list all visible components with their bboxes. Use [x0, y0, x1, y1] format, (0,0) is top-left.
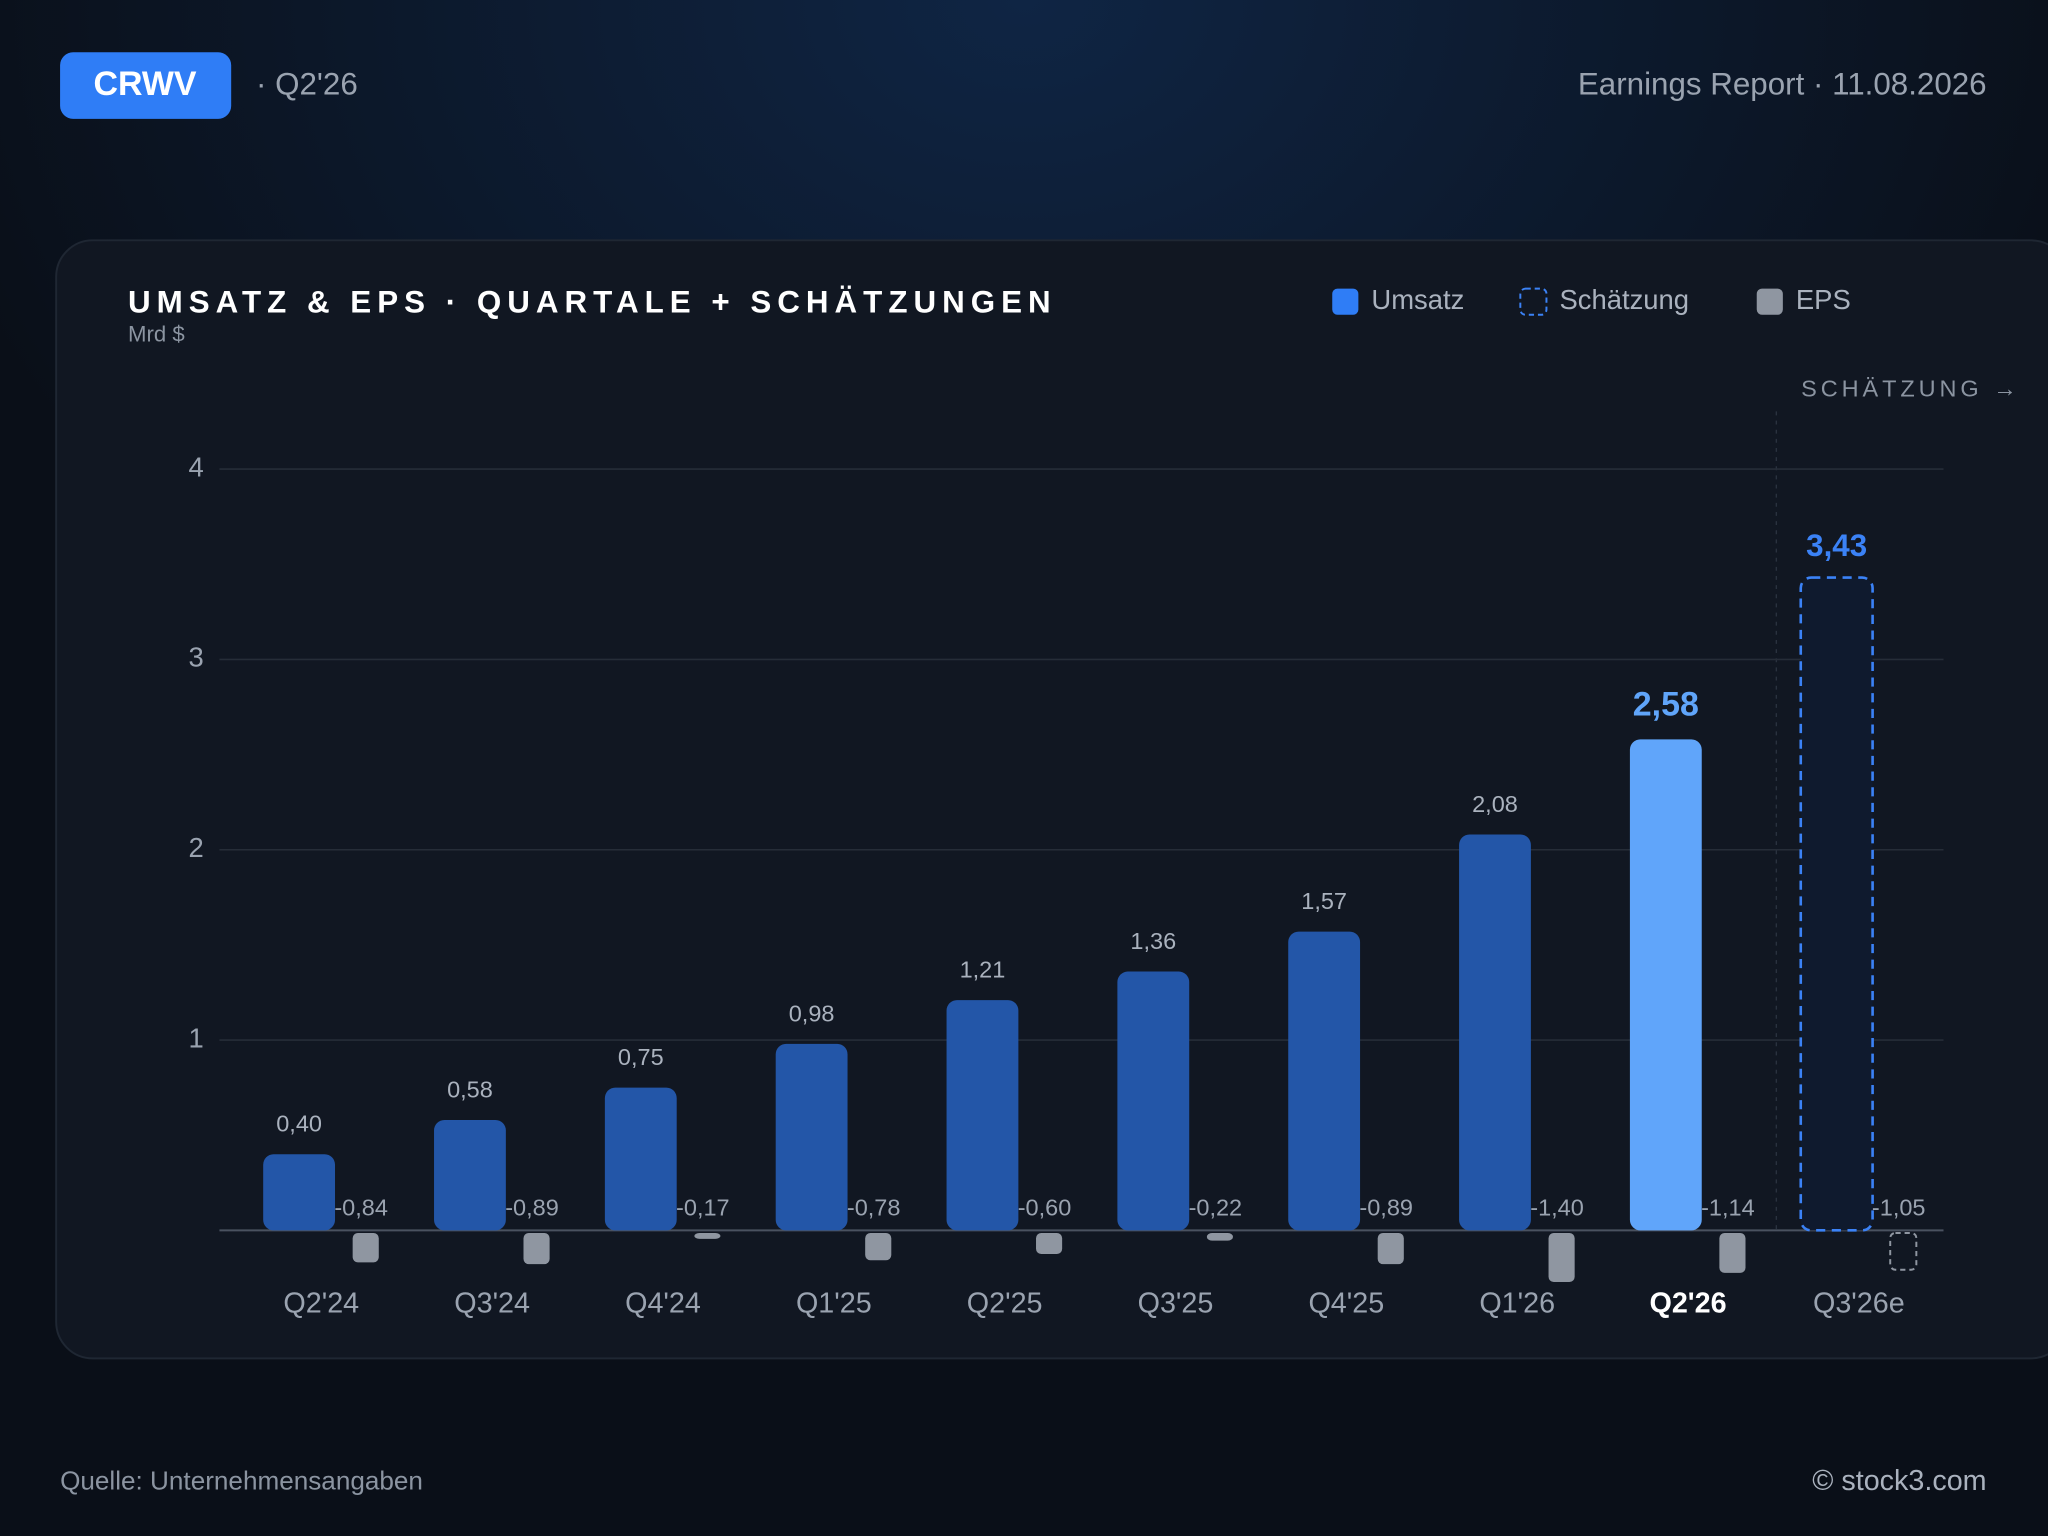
chart-title: UMSATZ & EPS · QUARTALE + SCHÄTZUNGEN: [128, 285, 1057, 320]
x-tick-label: Q3'24: [454, 1287, 530, 1319]
chart-unit: Mrd $: [128, 322, 185, 347]
legend-label: EPS: [1796, 284, 1851, 315]
eps-value-label: -0,84: [334, 1195, 388, 1221]
revenue-bar: [1117, 971, 1190, 1231]
x-tick-label: Q2'24: [283, 1287, 359, 1319]
eps-value-label: -1,40: [1530, 1195, 1584, 1221]
estimate-value-label: 3,43: [1806, 528, 1867, 563]
x-tick-label: Q2'26: [1649, 1287, 1726, 1319]
y-tick-label: 4: [189, 451, 204, 482]
legend-label: Schätzung: [1560, 284, 1690, 315]
eps-bar: [865, 1232, 892, 1261]
revenue-value-label: 2,58: [1633, 686, 1699, 724]
eps-value-label: -1,14: [1701, 1195, 1755, 1221]
eps-bar: [1206, 1232, 1233, 1241]
revenue-bar: [434, 1119, 506, 1231]
plot: 1 2 3 4 Umsatz Schätzung EPS Q2'24 0,40 -0,84 Q3'2…: [189, 284, 1944, 1319]
ticker-badge: [60, 52, 232, 119]
report-date: Earnings Report · 11.08.2026: [1578, 66, 1987, 101]
revenue-value-label: 1,21: [960, 957, 1006, 983]
ticker: CRWV: [93, 65, 196, 103]
x-tick-label: Q3'25: [1138, 1287, 1214, 1319]
legend-marker: [1332, 288, 1359, 315]
eps-value-label: -0,22: [1189, 1195, 1243, 1221]
period: · Q2'26: [256, 66, 358, 101]
revenue-bar: [1288, 931, 1361, 1231]
chart-card: [55, 239, 2048, 1360]
eps-bar: [352, 1232, 379, 1263]
eps-bar: [694, 1232, 721, 1239]
legend-marker: [1519, 287, 1548, 316]
x-tick-label: Q4'24: [625, 1287, 701, 1319]
eps-value-label: -0,17: [676, 1195, 730, 1221]
eps-value-label: -1,05: [1872, 1195, 1926, 1221]
revenue-value-label: 0,75: [618, 1044, 664, 1070]
y-tick-label: 3: [189, 642, 204, 673]
eps-bar: [523, 1232, 550, 1265]
eps-bar: [1377, 1232, 1404, 1265]
x-tick-label: Q1'26: [1479, 1287, 1555, 1319]
eps-bar: [1548, 1232, 1575, 1282]
eps-bar: [1889, 1232, 1918, 1271]
y-tick-label: 1: [189, 1022, 204, 1053]
eps-bar: [1719, 1232, 1746, 1273]
revenue-value-label: 0,98: [789, 1000, 835, 1026]
x-tick-label: Q2'25: [967, 1287, 1043, 1319]
legend-label: Umsatz: [1371, 284, 1464, 315]
y-tick-label: 2: [189, 832, 204, 863]
eps-value-label: -0,89: [1359, 1195, 1413, 1221]
x-tick-label: Q1'25: [796, 1287, 872, 1319]
legend-marker: [1756, 288, 1783, 315]
estimate-annotation: SCHÄTZUNG →: [1801, 376, 2020, 402]
revenue-bar: [604, 1087, 677, 1231]
x-tick-label: Q3'26e: [1813, 1287, 1905, 1319]
x-tick-label: Q4'25: [1308, 1287, 1384, 1319]
revenue-value-label: 0,40: [276, 1111, 322, 1137]
revenue-bar: [775, 1043, 848, 1231]
eps-bar: [1036, 1232, 1063, 1254]
revenue-bar: [1629, 739, 1702, 1231]
credit: © stock3.com: [1812, 1465, 1986, 1497]
revenue-value-label: 1,57: [1301, 888, 1347, 914]
revenue-value-label: 2,08: [1472, 791, 1518, 817]
estimate-bar: [1799, 576, 1874, 1232]
source: Quelle: Unternehmensangaben: [60, 1465, 423, 1495]
revenue-bar: [946, 1000, 1019, 1231]
revenue-value-label: 0,58: [447, 1076, 493, 1102]
revenue-value-label: 1,36: [1130, 928, 1176, 954]
eps-value-label: -0,78: [847, 1195, 901, 1221]
revenue-bar: [1459, 834, 1531, 1231]
revenue-bar: [263, 1154, 336, 1231]
eps-value-label: -0,60: [1018, 1195, 1072, 1221]
eps-value-label: -0,89: [505, 1195, 559, 1221]
